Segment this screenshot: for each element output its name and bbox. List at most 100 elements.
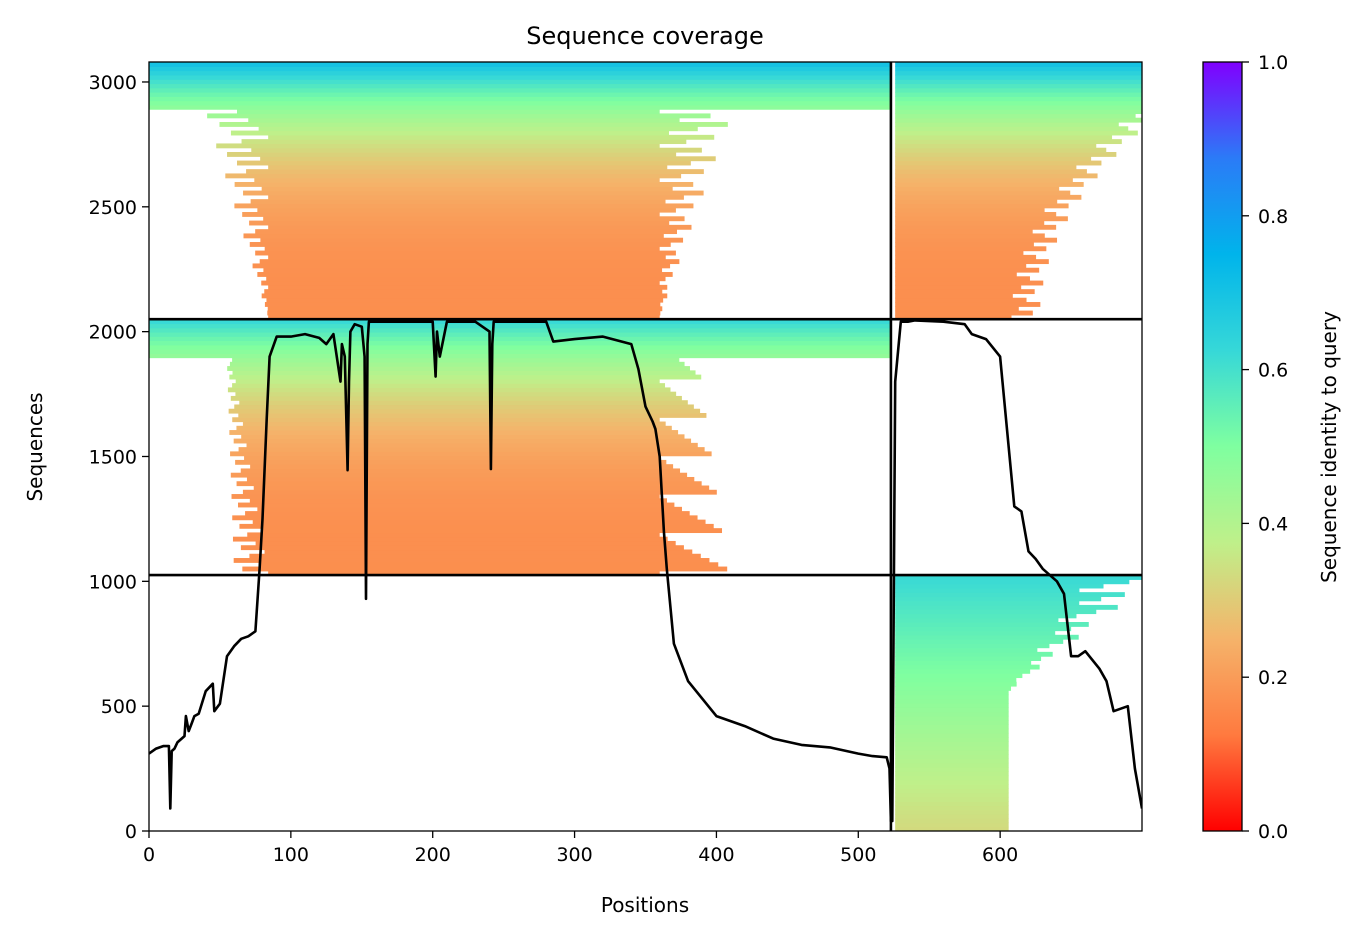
x-tick-label: 600 <box>982 844 1018 866</box>
coverage-row <box>895 134 1113 140</box>
coverage-row <box>895 212 1057 217</box>
coverage-row <box>895 100 1142 106</box>
coverage-row <box>895 92 1142 97</box>
coverage-row <box>895 237 1058 243</box>
coverage-row <box>207 113 711 119</box>
coverage-row <box>230 451 712 457</box>
coverage-row <box>895 720 1009 725</box>
coverage-row <box>238 413 707 418</box>
coverage-row <box>242 212 660 217</box>
coverage-row <box>242 566 728 572</box>
coverage-row <box>242 421 666 427</box>
colorbar-tick-label: 0.0 <box>1258 821 1288 843</box>
coverage-row <box>249 242 671 247</box>
coverage-row <box>895 233 1045 239</box>
coverage-row <box>228 408 701 414</box>
coverage-row <box>259 259 680 265</box>
coverage-row <box>895 762 1009 768</box>
coverage-row <box>264 549 693 555</box>
coverage-row <box>895 284 1022 290</box>
coverage-row <box>895 152 1117 157</box>
coverage-row <box>895 813 1009 819</box>
coverage-row <box>149 104 891 110</box>
coverage-row <box>895 600 1080 606</box>
coverage-row <box>261 186 673 192</box>
x-tick-label: 0 <box>143 844 155 866</box>
coverage-row <box>895 310 1033 316</box>
coverage-row <box>249 220 670 226</box>
coverage-row <box>895 147 1107 153</box>
coverage-row <box>263 267 663 273</box>
coverage-row <box>895 216 1068 222</box>
colorbar-tick-label: 0.2 <box>1258 667 1288 689</box>
coverage-row <box>232 515 698 521</box>
coverage-row <box>895 267 1040 273</box>
coverage-row <box>895 749 1009 755</box>
colorbar: 0.0 0.2 0.4 0.6 0.8 1.0 Sequence identity to … <box>1202 52 1341 843</box>
coverage-row <box>258 126 698 132</box>
coverage-row <box>895 199 1058 205</box>
coverage-row <box>232 357 680 363</box>
y-tick-label: 2500 <box>89 197 137 219</box>
coverage-row <box>268 194 684 200</box>
coverage-row <box>895 276 1030 282</box>
coverage-row <box>240 545 684 551</box>
coverage-row <box>895 117 1142 123</box>
x-axis: 0 100 200 300 400 500 600 <box>143 831 1018 866</box>
coverage-row <box>229 374 702 380</box>
coverage-row <box>895 604 1118 610</box>
y-tick-label: 1500 <box>89 446 137 468</box>
coverage-row <box>895 280 1044 286</box>
coverage-row <box>895 87 1142 93</box>
coverage-row <box>246 442 698 448</box>
coverage-row <box>895 224 1057 230</box>
coverage-row <box>895 79 1142 85</box>
x-tick-label: 200 <box>415 844 451 866</box>
y-axis: 0 500 1000 1500 2000 2500 3000 <box>89 72 149 843</box>
coverage-row <box>895 673 1023 679</box>
coverage-row <box>895 314 1012 320</box>
coverage-row <box>216 143 660 149</box>
coverage-row <box>895 70 1142 76</box>
coverage-row <box>895 96 1142 102</box>
coverage-row <box>246 169 704 175</box>
coverage-row <box>250 199 666 205</box>
coverage-row <box>895 74 1142 80</box>
coverage-row <box>895 139 1122 145</box>
coverage-row <box>260 237 684 243</box>
coverage-row <box>268 224 692 230</box>
coverage-row <box>232 417 660 423</box>
coverage-row <box>895 104 1142 110</box>
coverage-row <box>149 323 891 329</box>
coverage-row <box>895 784 1009 789</box>
coverage-row <box>895 66 1142 72</box>
coverage-row <box>895 575 1142 580</box>
coverage-row <box>895 630 1056 636</box>
coverage-row <box>232 383 666 389</box>
coverage-row <box>895 647 1038 653</box>
coverage-row <box>149 62 891 67</box>
coverage-row <box>236 481 702 487</box>
coverage-row <box>895 622 1089 627</box>
colorbar-tick-label: 0.8 <box>1258 206 1288 228</box>
coverage-row <box>895 160 1102 166</box>
coverage-row <box>895 259 1049 265</box>
coverage-row <box>227 152 677 157</box>
coverage-row <box>236 425 672 431</box>
coverage-row <box>235 459 667 465</box>
coverage-row <box>895 143 1097 149</box>
coverage-row <box>244 455 660 461</box>
coverage-row <box>895 809 1009 815</box>
coverage-row <box>149 74 891 80</box>
coverage-row <box>895 289 1035 295</box>
coverage-row <box>895 801 1009 807</box>
coverage-row <box>895 724 1009 730</box>
coverage-row <box>895 220 1045 226</box>
coverage-row <box>895 109 1142 115</box>
coverage-row <box>219 122 728 127</box>
coverage-row <box>895 664 1040 670</box>
coverage-row <box>895 754 1009 760</box>
coverage-row <box>895 711 1009 717</box>
coverage-row <box>895 694 1009 700</box>
coverage-row <box>895 250 1024 256</box>
